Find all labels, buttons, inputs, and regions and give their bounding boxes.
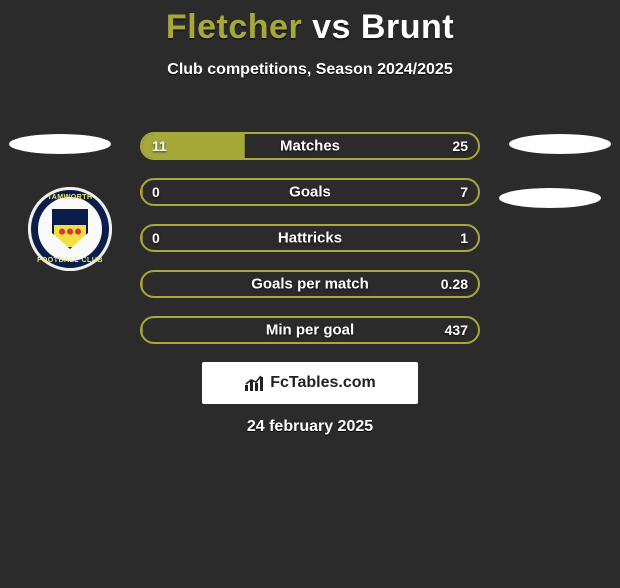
bar-value-right: 25 <box>452 138 468 154</box>
bar-value-right: 437 <box>445 322 468 338</box>
bar-value-right: 1 <box>460 230 468 246</box>
bar-label: Hattricks <box>142 230 478 247</box>
crest-text-top: TAMWORTH <box>28 194 112 201</box>
bar-row: 11Matches25 <box>140 132 480 160</box>
bar-row: 0Hattricks1 <box>140 224 480 252</box>
bar-label: Goals <box>142 184 478 201</box>
player2-ellipse-placeholder-2 <box>499 188 601 208</box>
bar-row: Goals per match0.28 <box>140 270 480 298</box>
club-crest: TAMWORTH FOOTBALL CLUB <box>28 187 112 271</box>
comparison-bars: 11Matches25 0Goals7 0Hattricks1 Goals per m… <box>140 132 480 362</box>
bar-row: Min per goal437 <box>140 316 480 344</box>
title-vs: vs <box>312 8 351 46</box>
bar-value-right: 7 <box>460 184 468 200</box>
brand-text: FcTables.com <box>270 374 376 392</box>
bar-label: Goals per match <box>142 276 478 293</box>
bar-label: Matches <box>142 138 478 155</box>
player1-ellipse-placeholder <box>9 134 111 154</box>
bar-chart-icon <box>244 374 266 392</box>
crest-text-bottom: FOOTBALL CLUB <box>28 257 112 264</box>
brand-box: FcTables.com <box>202 362 418 404</box>
bar-label: Min per goal <box>142 322 478 339</box>
title: Fletcher vs Brunt <box>0 8 620 47</box>
bar-value-right: 0.28 <box>441 276 468 292</box>
date-text: 24 february 2025 <box>0 418 620 436</box>
player2-ellipse-placeholder-1 <box>509 134 611 154</box>
title-player1: Fletcher <box>166 8 302 46</box>
bar-row: 0Goals7 <box>140 178 480 206</box>
title-player2: Brunt <box>361 8 454 46</box>
subtitle: Club competitions, Season 2024/2025 <box>0 61 620 79</box>
